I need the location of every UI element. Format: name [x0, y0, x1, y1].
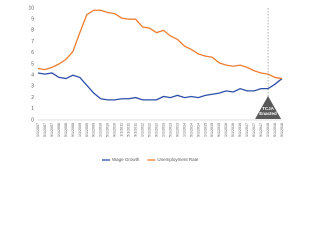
x-tick-label: 5/1/2013: [168, 123, 172, 137]
x-tick-label: 1/1/2015: [203, 123, 207, 137]
y-tick-label: 5: [31, 61, 34, 67]
y-tick-label: 1: [31, 106, 34, 112]
x-tick-label: 5/1/2018: [273, 123, 277, 137]
y-tick-label: 10: [28, 5, 34, 11]
x-tick-label: 9/1/2015: [217, 123, 221, 137]
x-tick-label: 1/1/2010: [99, 123, 103, 137]
legend-label: Wage Growth: [112, 157, 140, 162]
annotation-text: TCJA: [262, 106, 275, 111]
x-tick-label: 1/1/2014: [182, 123, 186, 137]
x-tick-label: 9/1/2017: [259, 123, 263, 137]
y-tick-label: 4: [31, 73, 34, 79]
x-tick-label: 5/1/2017: [252, 123, 256, 137]
x-tick-label: 9/1/2009: [92, 123, 96, 137]
y-tick-label: 0: [31, 117, 34, 123]
x-tick-label: 1/1/2016: [224, 123, 228, 137]
y-tick-label: 7: [31, 39, 34, 45]
x-tick-label: 9/1/2012: [154, 123, 158, 137]
x-tick-label: 9/1/2013: [175, 123, 179, 137]
y-tick-label: 6: [31, 50, 34, 56]
x-tick-label: 1/1/2008: [57, 123, 61, 137]
x-tick-label: 1/1/2018: [266, 123, 270, 137]
x-tick-label: 9/1/2014: [196, 123, 200, 137]
x-tick-label: 5/1/2012: [147, 123, 151, 137]
x-tick-label: 5/1/2016: [231, 123, 235, 137]
x-tick-label: 9/1/2011: [134, 123, 138, 137]
x-tick-label: 1/1/2012: [141, 123, 145, 137]
x-tick-label: 5/1/2007: [43, 123, 47, 137]
x-tick-label: 1/1/2009: [78, 123, 82, 137]
x-tick-label: 5/1/2008: [64, 123, 68, 137]
x-tick-label: 5/1/2011: [127, 123, 131, 137]
x-tick-label: 9/1/2010: [113, 123, 117, 137]
x-tick-label: 5/1/2015: [210, 123, 214, 137]
data-line: [37, 9, 283, 80]
x-tick-label: 9/1/2016: [238, 123, 242, 137]
y-tick-label: 2: [31, 95, 34, 101]
y-tick-label: 3: [31, 84, 34, 90]
x-tick-label: 5/1/2014: [189, 123, 193, 137]
x-tick-label: 9/1/2007: [50, 123, 54, 137]
x-tick-label: 9/1/2018: [280, 123, 284, 137]
x-tick-label: 1/1/2013: [161, 123, 165, 137]
y-tick-label: 8: [31, 28, 34, 34]
x-tick-label: 1/1/2017: [245, 123, 249, 137]
x-tick-label: 1/1/2007: [36, 123, 40, 137]
x-tick-label: 9/1/2008: [71, 123, 75, 137]
legend-label: Unemployment Rate: [157, 157, 199, 162]
x-tick-label: 5/1/2010: [106, 123, 110, 137]
data-line: [37, 72, 283, 101]
annotation-triangle: [255, 96, 282, 119]
annotation-text: Enacted: [259, 111, 277, 116]
x-tick-label: 1/1/2011: [120, 123, 124, 137]
x-tick-label: 5/1/2009: [85, 123, 89, 137]
y-tick-label: 9: [31, 17, 34, 23]
